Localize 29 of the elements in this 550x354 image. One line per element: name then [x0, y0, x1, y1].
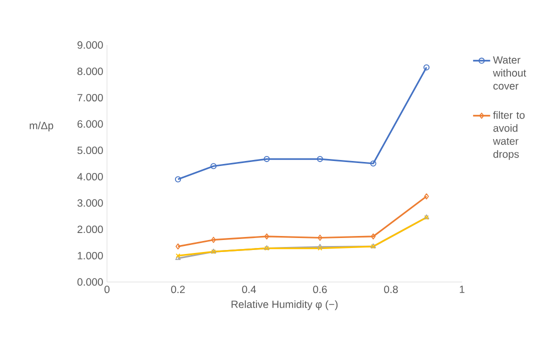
x-tick-label: 0 — [104, 286, 110, 294]
y-tick-label: 8.000 — [77, 68, 103, 76]
x-tick-label: 0.2 — [171, 286, 185, 294]
y-tick-label: 5.000 — [77, 146, 103, 154]
y-tick-label: 9.000 — [78, 41, 103, 49]
point — [370, 233, 376, 240]
point — [210, 163, 217, 170]
x-tick-label: 0.6 — [313, 286, 327, 294]
y-tick-label: 4.000 — [77, 172, 103, 180]
point — [316, 156, 324, 162]
y-tick-label: 3.000 — [77, 199, 103, 207]
legend-label: filter to avoid water drops — [492, 111, 525, 160]
y-tick-label: 0.000 — [77, 278, 103, 286]
point — [370, 160, 376, 167]
y-tick-label: 2.000 — [78, 226, 103, 234]
point — [264, 233, 270, 240]
legend-label: Water without cover — [492, 56, 526, 90]
y-tick-label: 1.000 — [78, 252, 103, 260]
y-axis-title: m/Δp — [30, 122, 54, 132]
x-axis-title: Relative Humidity φ (−) — [232, 300, 338, 310]
point — [264, 156, 270, 162]
point — [318, 234, 322, 241]
x-tick-label: 0.8 — [384, 286, 398, 294]
x-tick-label: 0.4 — [242, 286, 256, 294]
x-tick-label: 1 — [460, 286, 464, 293]
point — [211, 236, 216, 243]
y-tick-label: 6.000 — [78, 120, 103, 128]
y-tick-label: 7.000 — [78, 94, 103, 102]
point — [317, 244, 323, 249]
